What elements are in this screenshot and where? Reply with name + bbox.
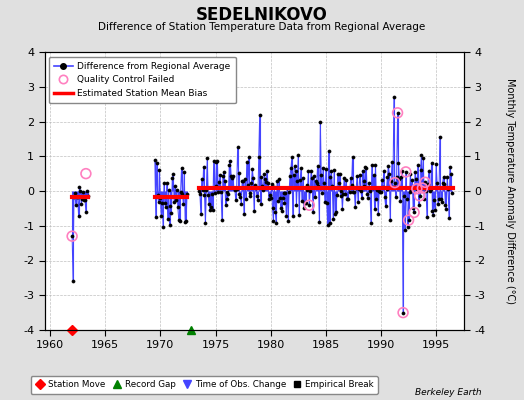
Point xyxy=(68,233,77,239)
Point xyxy=(82,170,90,177)
Point xyxy=(394,110,402,116)
Point xyxy=(418,185,427,191)
Point xyxy=(405,217,413,223)
Point xyxy=(421,179,429,186)
Y-axis label: Monthly Temperature Anomaly Difference (°C): Monthly Temperature Anomaly Difference (… xyxy=(505,78,515,304)
Legend: Station Move, Record Gap, Time of Obs. Change, Empirical Break: Station Move, Record Gap, Time of Obs. C… xyxy=(30,376,378,394)
Point xyxy=(410,209,418,216)
Point xyxy=(305,202,313,208)
Text: Difference of Station Temperature Data from Regional Average: Difference of Station Temperature Data f… xyxy=(99,22,425,32)
Text: Berkeley Earth: Berkeley Earth xyxy=(416,388,482,397)
Point xyxy=(390,180,399,186)
Legend: Difference from Regional Average, Quality Control Failed, Estimated Station Mean: Difference from Regional Average, Qualit… xyxy=(49,56,236,103)
Point xyxy=(413,186,421,192)
Point xyxy=(399,310,407,316)
Text: SEDELNIKOVO: SEDELNIKOVO xyxy=(196,6,328,24)
Point xyxy=(401,169,410,175)
Point xyxy=(416,193,424,199)
